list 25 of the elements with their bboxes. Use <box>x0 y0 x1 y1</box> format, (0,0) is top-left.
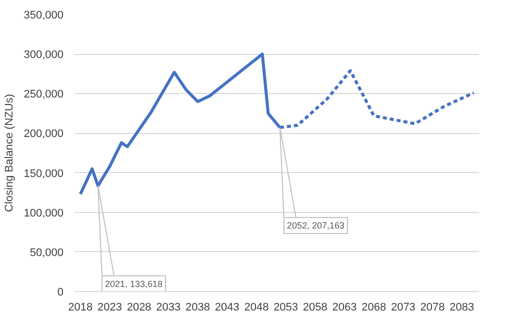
y-axis-title: Closing Balance (NZUs) <box>4 94 16 212</box>
x-tick-label: 2038 <box>186 302 210 314</box>
y-tick-label: 100,000 <box>24 207 64 220</box>
y-tick-label: 50,000 <box>30 246 64 259</box>
y-tick-label: 250,000 <box>24 88 64 101</box>
x-tick-label: 2043 <box>214 302 240 314</box>
x-tick-label: 2068 <box>362 302 386 314</box>
x-tick-label: 2028 <box>126 302 152 314</box>
annotation: 2052, 207,163 <box>286 220 344 231</box>
x-tick-label: 2048 <box>244 302 269 314</box>
x-tick-label: 2083 <box>450 302 474 314</box>
y-tick-label: 0 <box>57 286 64 298</box>
x-tick-label: 2033 <box>156 302 181 314</box>
y-tick-label: 200,000 <box>24 128 64 140</box>
annotation: 2021, 133,618 <box>104 278 163 289</box>
x-tick-label: 2023 <box>97 302 122 314</box>
x-tick-label: 2058 <box>302 302 328 314</box>
x-tick-label: 2073 <box>390 302 416 314</box>
x-tick-label: 2018 <box>68 302 93 314</box>
x-tick-label: 2053 <box>274 302 298 314</box>
y-tick-label: 350,000 <box>24 10 64 22</box>
x-tick-label: 2078 <box>420 302 445 314</box>
x-tick-label: 2063 <box>332 302 357 314</box>
y-tick-label: 300,000 <box>24 49 64 62</box>
y-tick-label: 150,000 <box>24 168 64 180</box>
